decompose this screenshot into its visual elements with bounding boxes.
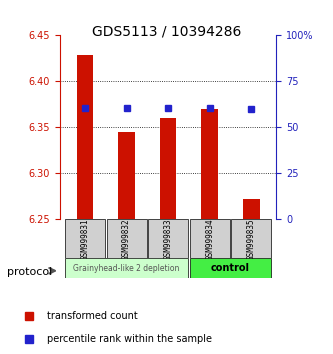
Text: control: control (211, 263, 250, 273)
Bar (160, 118, 176, 219)
Text: GSM999834: GSM999834 (205, 218, 214, 260)
Text: GSM999831: GSM999831 (80, 218, 90, 260)
Bar (201, 109, 218, 219)
Bar (148, 219, 188, 258)
Bar (231, 219, 271, 258)
Bar (107, 219, 147, 258)
Bar (65, 258, 188, 278)
Text: transformed count: transformed count (47, 311, 138, 321)
Bar (190, 258, 271, 278)
Text: protocol: protocol (7, 267, 52, 276)
Text: percentile rank within the sample: percentile rank within the sample (47, 334, 211, 344)
Text: GSM999835: GSM999835 (247, 218, 256, 260)
Text: GSM999832: GSM999832 (122, 218, 131, 260)
Bar (190, 219, 230, 258)
Bar (65, 219, 105, 258)
Bar (77, 55, 93, 219)
Text: GSM999833: GSM999833 (164, 218, 173, 260)
Bar (118, 132, 135, 219)
Bar (243, 199, 260, 219)
Text: Grainyhead-like 2 depletion: Grainyhead-like 2 depletion (73, 264, 180, 273)
Text: GDS5113 / 10394286: GDS5113 / 10394286 (92, 25, 241, 39)
